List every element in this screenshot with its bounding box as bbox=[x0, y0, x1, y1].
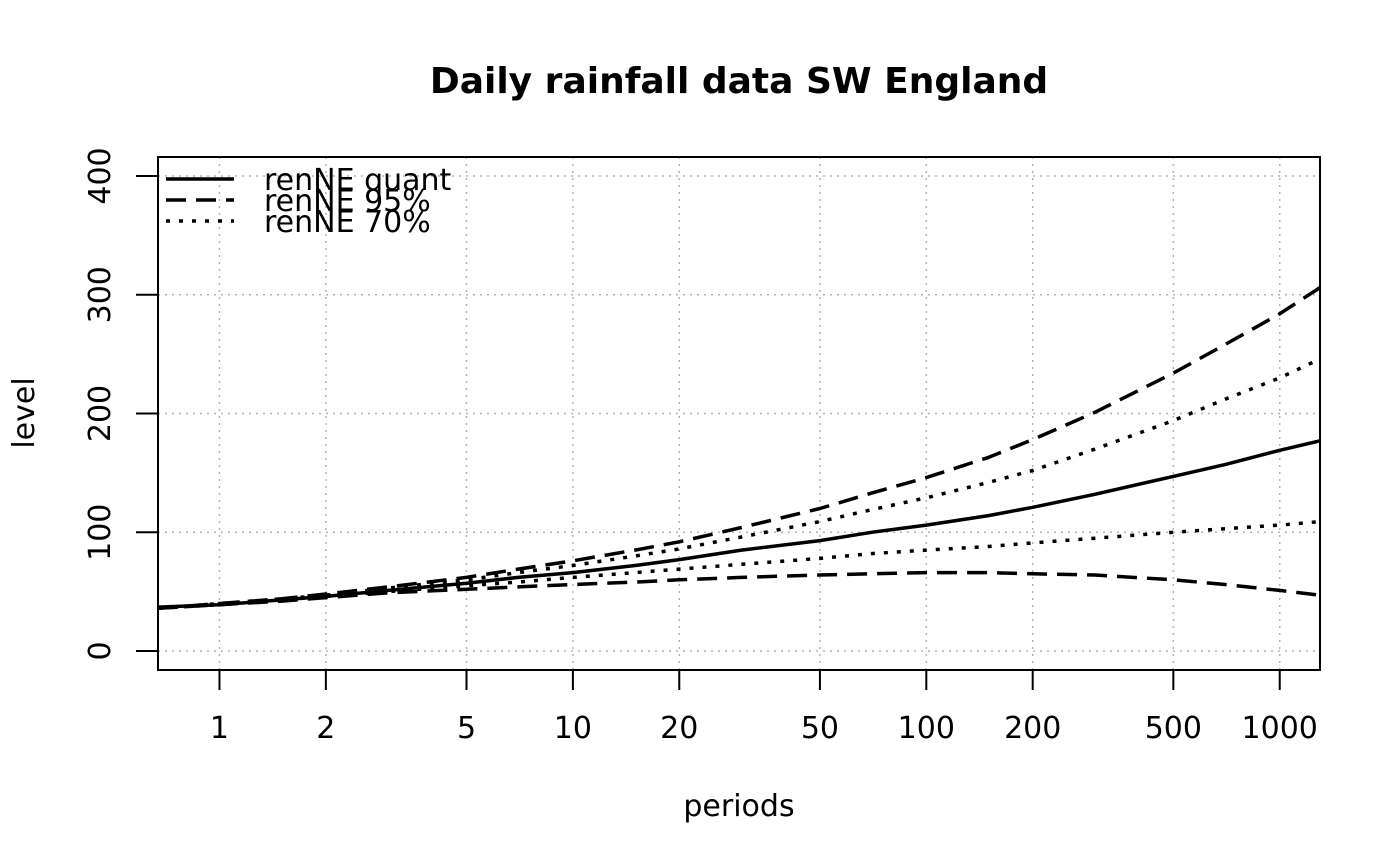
x-tick-label: 2 bbox=[316, 711, 335, 746]
y-tick-label: 300 bbox=[83, 266, 118, 323]
series-line-dashed-upper bbox=[157, 286, 1321, 611]
series-line-dashed-lower bbox=[157, 570, 1321, 611]
x-tick-label: 500 bbox=[1145, 711, 1202, 746]
y-tick-label: 100 bbox=[83, 504, 118, 561]
x-axis-title: periods bbox=[683, 789, 794, 824]
x-tick-label: 200 bbox=[1004, 711, 1061, 746]
x-tick-label: 5 bbox=[457, 711, 476, 746]
legend-label: renNE 95% bbox=[264, 184, 431, 219]
y-axis-title: level bbox=[7, 377, 42, 448]
x-tick-label: 1000 bbox=[1242, 711, 1318, 746]
series-line-dotted-upper bbox=[157, 357, 1321, 611]
x-tick-label: 1 bbox=[210, 711, 229, 746]
series-line-dotted-lower bbox=[157, 519, 1321, 611]
y-tick-label: 0 bbox=[83, 641, 118, 660]
series-lines bbox=[157, 286, 1321, 611]
legend-label: renNE quant bbox=[264, 163, 452, 198]
chart-title: Daily rainfall data SW England bbox=[430, 61, 1048, 102]
grid bbox=[158, 157, 1320, 670]
series-line-solid bbox=[157, 439, 1321, 609]
x-tick-label: 50 bbox=[801, 711, 839, 746]
x-tick-label: 10 bbox=[554, 711, 592, 746]
y-tick-label: 400 bbox=[83, 147, 118, 204]
x-tick-label: 100 bbox=[898, 711, 955, 746]
legend-label: renNE 70% bbox=[264, 205, 431, 240]
x-tick-label: 20 bbox=[660, 711, 698, 746]
y-tick-label: 200 bbox=[83, 385, 118, 442]
y-axis: 0 100 200 300 400 bbox=[83, 147, 158, 661]
x-axis: 1 2 5 10 20 50 100 200 500 1000 bbox=[210, 670, 1318, 746]
